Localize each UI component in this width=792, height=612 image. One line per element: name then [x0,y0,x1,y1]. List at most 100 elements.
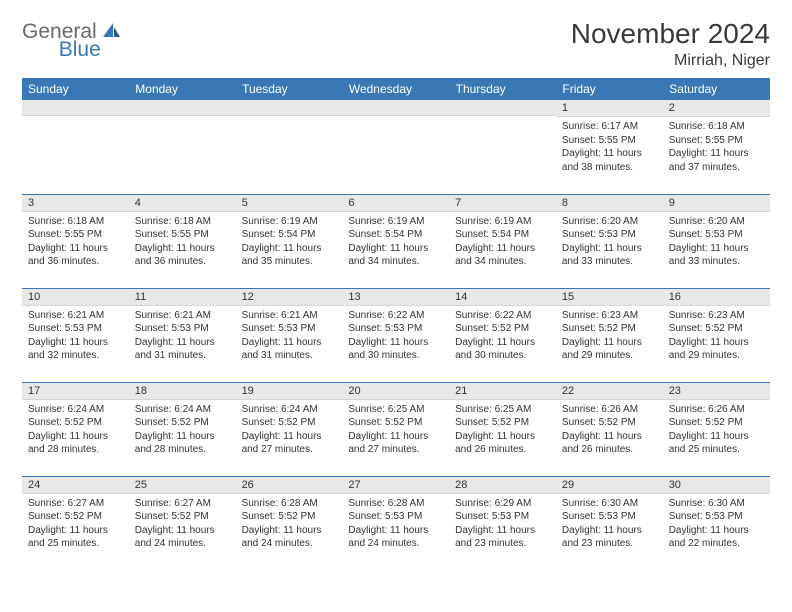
day-info: Sunrise: 6:21 AMSunset: 5:53 PMDaylight:… [22,306,129,367]
calendar-day-cell [449,100,556,194]
daylight-text: Daylight: 11 hours and 30 minutes. [455,336,550,363]
sunrise-text: Sunrise: 6:19 AM [242,215,337,229]
weekday-header: Saturday [663,78,770,100]
calendar-day-cell: 27Sunrise: 6:28 AMSunset: 5:53 PMDayligh… [342,476,449,570]
daylight-text: Daylight: 11 hours and 31 minutes. [135,336,230,363]
calendar-day-cell: 14Sunrise: 6:22 AMSunset: 5:52 PMDayligh… [449,288,556,382]
sunset-text: Sunset: 5:52 PM [28,510,123,524]
day-number: 2 [663,100,770,117]
sunset-text: Sunset: 5:54 PM [242,228,337,242]
sunrise-text: Sunrise: 6:24 AM [135,403,230,417]
sunrise-text: Sunrise: 6:18 AM [28,215,123,229]
sunrise-text: Sunrise: 6:25 AM [348,403,443,417]
daylight-text: Daylight: 11 hours and 27 minutes. [242,430,337,457]
day-number: 5 [236,195,343,212]
sunset-text: Sunset: 5:55 PM [28,228,123,242]
calendar-week-row: 17Sunrise: 6:24 AMSunset: 5:52 PMDayligh… [22,382,770,476]
sunset-text: Sunset: 5:52 PM [348,416,443,430]
day-number: 16 [663,289,770,306]
day-info: Sunrise: 6:25 AMSunset: 5:52 PMDaylight:… [449,400,556,461]
day-info: Sunrise: 6:21 AMSunset: 5:53 PMDaylight:… [129,306,236,367]
sunrise-text: Sunrise: 6:24 AM [28,403,123,417]
daylight-text: Daylight: 11 hours and 25 minutes. [28,524,123,551]
day-number: 27 [342,477,449,494]
day-info: Sunrise: 6:28 AMSunset: 5:52 PMDaylight:… [236,494,343,555]
day-info: Sunrise: 6:29 AMSunset: 5:53 PMDaylight:… [449,494,556,555]
day-info: Sunrise: 6:22 AMSunset: 5:53 PMDaylight:… [342,306,449,367]
day-number: 22 [556,383,663,400]
daylight-text: Daylight: 11 hours and 28 minutes. [135,430,230,457]
daylight-text: Daylight: 11 hours and 26 minutes. [455,430,550,457]
calendar-week-row: 10Sunrise: 6:21 AMSunset: 5:53 PMDayligh… [22,288,770,382]
day-number: 7 [449,195,556,212]
sunset-text: Sunset: 5:53 PM [242,322,337,336]
sunrise-text: Sunrise: 6:27 AM [135,497,230,511]
day-number: 24 [22,477,129,494]
sunset-text: Sunset: 5:54 PM [455,228,550,242]
day-info: Sunrise: 6:23 AMSunset: 5:52 PMDaylight:… [663,306,770,367]
daylight-text: Daylight: 11 hours and 37 minutes. [669,147,764,174]
calendar-day-cell: 30Sunrise: 6:30 AMSunset: 5:53 PMDayligh… [663,476,770,570]
daylight-text: Daylight: 11 hours and 22 minutes. [669,524,764,551]
day-info: Sunrise: 6:18 AMSunset: 5:55 PMDaylight:… [663,117,770,178]
sunset-text: Sunset: 5:52 PM [669,322,764,336]
sunrise-text: Sunrise: 6:24 AM [242,403,337,417]
weekday-header: Thursday [449,78,556,100]
sunrise-text: Sunrise: 6:21 AM [242,309,337,323]
day-info: Sunrise: 6:18 AMSunset: 5:55 PMDaylight:… [22,212,129,273]
sunrise-text: Sunrise: 6:23 AM [669,309,764,323]
day-info: Sunrise: 6:28 AMSunset: 5:53 PMDaylight:… [342,494,449,555]
daylight-text: Daylight: 11 hours and 26 minutes. [562,430,657,457]
location: Mirriah, Niger [571,52,770,70]
sunset-text: Sunset: 5:52 PM [242,510,337,524]
day-info: Sunrise: 6:20 AMSunset: 5:53 PMDaylight:… [556,212,663,273]
day-number: 13 [342,289,449,306]
day-info: Sunrise: 6:24 AMSunset: 5:52 PMDaylight:… [236,400,343,461]
calendar-day-cell: 1Sunrise: 6:17 AMSunset: 5:55 PMDaylight… [556,100,663,194]
sunset-text: Sunset: 5:52 PM [562,416,657,430]
daylight-text: Daylight: 11 hours and 33 minutes. [562,242,657,269]
calendar-day-cell [236,100,343,194]
weekday-header: Tuesday [236,78,343,100]
calendar-day-cell: 26Sunrise: 6:28 AMSunset: 5:52 PMDayligh… [236,476,343,570]
day-number: 14 [449,289,556,306]
sunrise-text: Sunrise: 6:19 AM [348,215,443,229]
calendar-week-row: 24Sunrise: 6:27 AMSunset: 5:52 PMDayligh… [22,476,770,570]
sunrise-text: Sunrise: 6:29 AM [455,497,550,511]
day-info: Sunrise: 6:23 AMSunset: 5:52 PMDaylight:… [556,306,663,367]
calendar-day-cell: 21Sunrise: 6:25 AMSunset: 5:52 PMDayligh… [449,382,556,476]
daylight-text: Daylight: 11 hours and 34 minutes. [455,242,550,269]
day-number [449,100,556,116]
calendar-day-cell: 16Sunrise: 6:23 AMSunset: 5:52 PMDayligh… [663,288,770,382]
daylight-text: Daylight: 11 hours and 25 minutes. [669,430,764,457]
logo-sail-icon [101,21,121,44]
logo-text-blue: Blue [59,38,101,62]
day-info: Sunrise: 6:18 AMSunset: 5:55 PMDaylight:… [129,212,236,273]
day-info: Sunrise: 6:19 AMSunset: 5:54 PMDaylight:… [449,212,556,273]
weekday-header: Wednesday [342,78,449,100]
day-number: 20 [342,383,449,400]
day-number: 6 [342,195,449,212]
daylight-text: Daylight: 11 hours and 23 minutes. [455,524,550,551]
sunset-text: Sunset: 5:53 PM [28,322,123,336]
day-number: 15 [556,289,663,306]
sunset-text: Sunset: 5:52 PM [242,416,337,430]
daylight-text: Daylight: 11 hours and 36 minutes. [28,242,123,269]
sunrise-text: Sunrise: 6:28 AM [348,497,443,511]
sunset-text: Sunset: 5:52 PM [135,416,230,430]
calendar-day-cell: 3Sunrise: 6:18 AMSunset: 5:55 PMDaylight… [22,194,129,288]
calendar-day-cell: 22Sunrise: 6:26 AMSunset: 5:52 PMDayligh… [556,382,663,476]
day-number: 11 [129,289,236,306]
sunrise-text: Sunrise: 6:21 AM [28,309,123,323]
sunrise-text: Sunrise: 6:18 AM [135,215,230,229]
sunset-text: Sunset: 5:52 PM [562,322,657,336]
calendar-day-cell: 12Sunrise: 6:21 AMSunset: 5:53 PMDayligh… [236,288,343,382]
sunset-text: Sunset: 5:53 PM [562,228,657,242]
day-number: 8 [556,195,663,212]
month-title: November 2024 [571,18,770,50]
day-number: 12 [236,289,343,306]
sunset-text: Sunset: 5:55 PM [562,134,657,148]
sunset-text: Sunset: 5:52 PM [28,416,123,430]
calendar-day-cell: 24Sunrise: 6:27 AMSunset: 5:52 PMDayligh… [22,476,129,570]
weekday-header: Friday [556,78,663,100]
